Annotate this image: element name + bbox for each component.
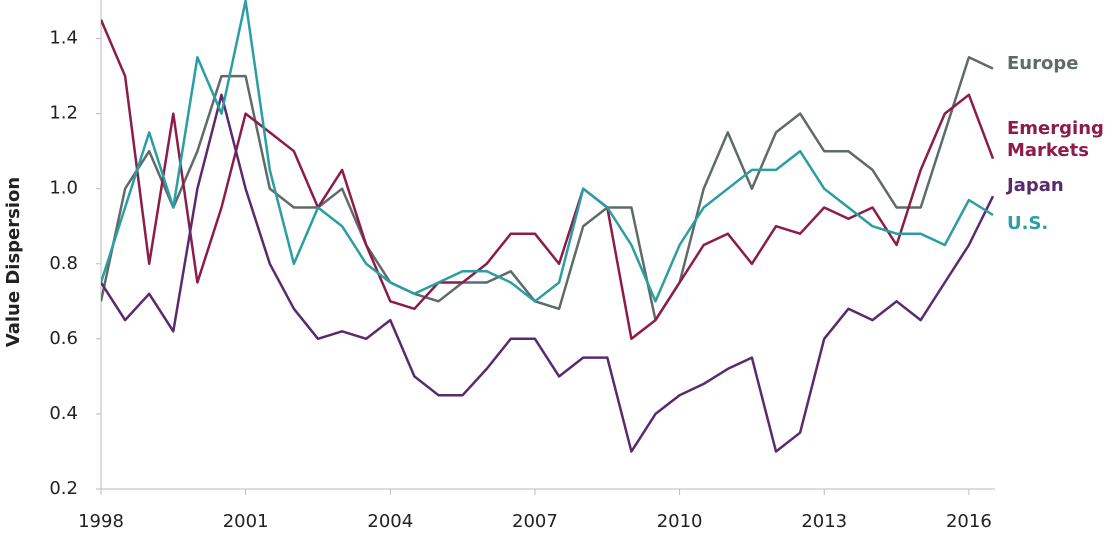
y-tick-label: 0.6 (49, 328, 78, 349)
series-line (101, 93, 995, 453)
x-tick-label: 2013 (801, 511, 847, 532)
legend-entry: Emerging Markets (1007, 118, 1104, 161)
series-line (101, 56, 994, 322)
y-tick-label: 0.8 (49, 253, 78, 274)
legend-entry: U.S. (1007, 213, 1049, 234)
series-line (101, 19, 995, 341)
y-tick-label: 0.2 (49, 478, 78, 499)
x-tick-label: 2001 (223, 511, 269, 532)
series-line (101, 0, 994, 303)
x-tick-label: 2016 (946, 511, 992, 532)
x-tick-label: 2004 (367, 511, 413, 532)
y-tick-label: 1.2 (49, 103, 78, 124)
y-tick-label: 1.4 (49, 28, 78, 49)
y-axis-label: Value Dispersion (3, 177, 24, 347)
legend-entry: Europe (1007, 53, 1079, 74)
y-tick-label: 0.4 (49, 403, 78, 424)
x-tick-label: 2010 (657, 511, 703, 532)
legend-entry: Japan (1007, 175, 1064, 196)
x-tick-label: 2007 (512, 511, 558, 532)
lines (101, 0, 995, 453)
y-tick-label: 1.0 (49, 178, 78, 199)
x-tick-label: 1998 (78, 511, 124, 532)
